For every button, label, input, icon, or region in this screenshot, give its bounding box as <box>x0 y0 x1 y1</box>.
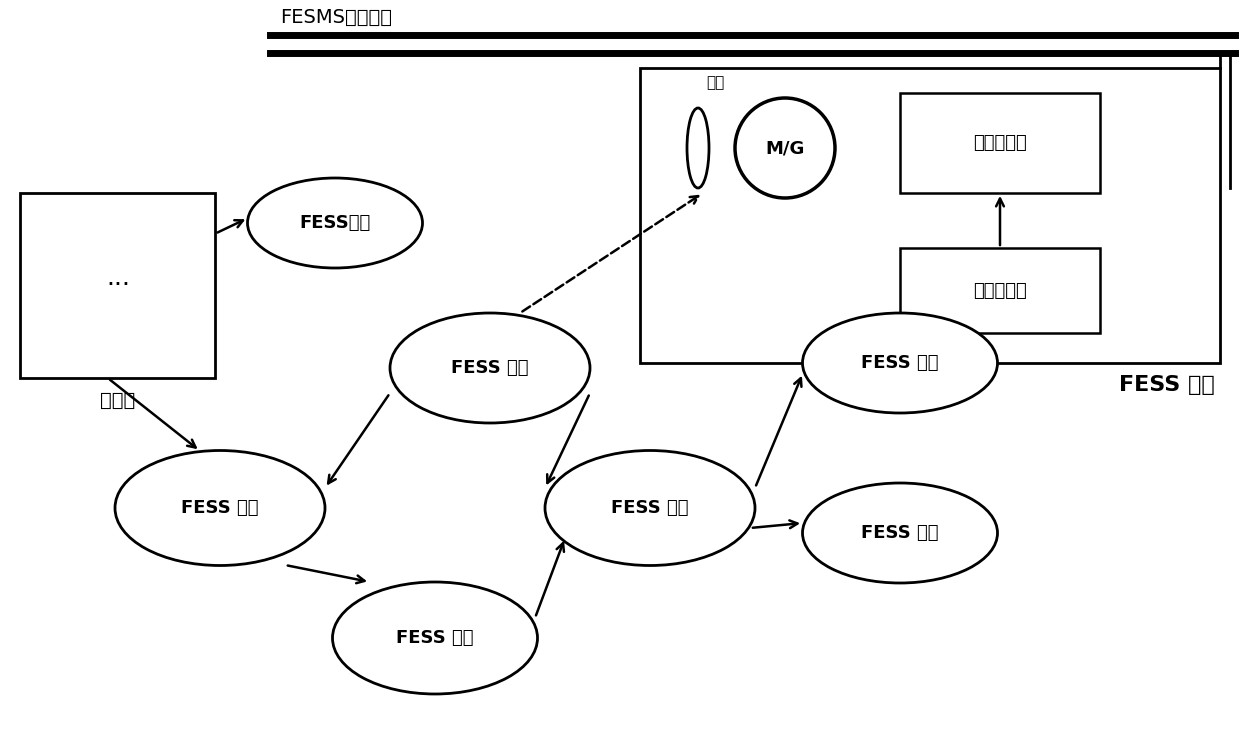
Ellipse shape <box>546 450 755 566</box>
Ellipse shape <box>115 450 325 566</box>
Ellipse shape <box>391 313 590 423</box>
Text: FESS 单元: FESS 单元 <box>451 359 528 377</box>
Ellipse shape <box>248 178 423 268</box>
Text: FESS 单元: FESS 单元 <box>181 499 259 517</box>
Text: M/G: M/G <box>765 139 805 157</box>
Text: FESS 单元: FESS 单元 <box>862 524 939 542</box>
Text: FESMS直流总线: FESMS直流总线 <box>280 8 392 26</box>
Bar <box>640 68 1220 363</box>
Bar <box>900 93 1100 193</box>
Ellipse shape <box>332 582 537 694</box>
Bar <box>900 248 1100 333</box>
Ellipse shape <box>802 483 997 583</box>
Text: 风电场: 风电场 <box>100 391 135 410</box>
Text: ...: ... <box>105 266 130 290</box>
Text: FESS 单元: FESS 单元 <box>397 629 474 647</box>
Text: FESS 单元: FESS 单元 <box>862 354 939 372</box>
Text: 飞轮: 飞轮 <box>706 75 724 90</box>
Ellipse shape <box>735 98 835 198</box>
Text: FESS 单元: FESS 单元 <box>1120 375 1215 395</box>
Text: FESS单元: FESS单元 <box>299 214 371 232</box>
Bar <box>20 193 215 378</box>
Text: FESS 单元: FESS 单元 <box>611 499 688 517</box>
Text: 双向变流器: 双向变流器 <box>973 134 1027 152</box>
Text: 本地控制器: 本地控制器 <box>973 282 1027 300</box>
Ellipse shape <box>802 313 997 413</box>
